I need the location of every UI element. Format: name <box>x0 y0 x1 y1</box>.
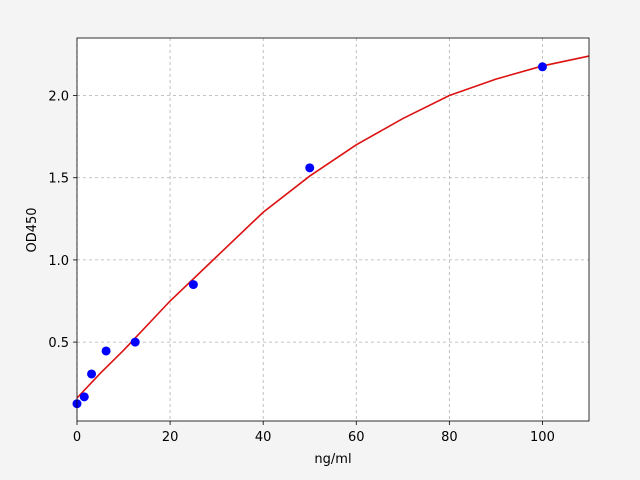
y-tick-label: 0.5 <box>48 336 69 351</box>
data-point <box>537 62 547 72</box>
data-point <box>305 163 315 173</box>
y-tick-label: 2.0 <box>48 90 69 105</box>
data-point <box>130 337 140 347</box>
y-tick-label: 1.0 <box>48 254 69 269</box>
fit-curve <box>76 55 590 399</box>
x-tick-label: 60 <box>348 430 365 445</box>
plot-area <box>77 38 589 421</box>
y-axis-label: OD450 <box>25 207 40 252</box>
x-axis-label: ng/ml <box>314 452 351 467</box>
data-point <box>79 392 89 402</box>
data-point <box>101 346 111 356</box>
x-tick-label: 100 <box>530 430 555 445</box>
data-point <box>87 369 97 379</box>
axes-frame <box>76 37 590 422</box>
x-tick-label: 40 <box>255 430 272 445</box>
x-tick-label: 80 <box>441 430 458 445</box>
x-tick-label: 20 <box>162 430 179 445</box>
data-point <box>188 280 198 290</box>
x-tick-label: 0 <box>73 430 81 445</box>
marks <box>72 55 590 409</box>
y-tick-label: 1.5 <box>48 172 69 187</box>
